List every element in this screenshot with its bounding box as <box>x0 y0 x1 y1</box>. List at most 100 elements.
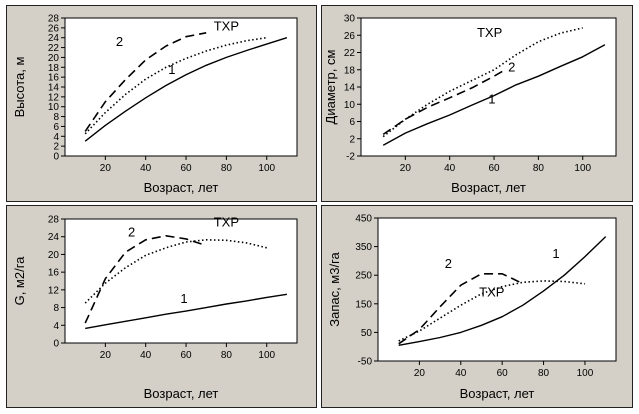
y-tick-label: 2 <box>349 134 355 145</box>
y-tick-label: 250 <box>355 271 372 282</box>
curve-annotation: 2 <box>445 256 452 271</box>
curve-annotation: 2 <box>116 34 123 49</box>
curve-annotation: 1 <box>180 291 187 306</box>
series-line-dashed <box>382 69 506 136</box>
chart-panel-basal-area: 0 4 8 12 16 20 24 28 20 40 60 80 100 Возраст, лет G, м… <box>6 205 317 408</box>
y-tick-label: 12 <box>48 285 60 296</box>
y-tick-label: 10 <box>48 102 60 113</box>
plot-area <box>360 17 617 157</box>
y-tick-label: 26 <box>48 23 60 34</box>
y-tick-label: 0 <box>53 152 59 163</box>
plot-area <box>64 17 298 157</box>
x-axis-label: Возраст, лет <box>144 386 219 401</box>
x-tick-label: 80 <box>533 163 545 174</box>
y-tick-label: 30 <box>344 14 356 25</box>
x-tick-label: 80 <box>221 163 233 174</box>
y-tick-label: 28 <box>48 215 60 226</box>
y-tick-label: 8 <box>53 112 59 123</box>
y-axis-label: Запас, м3/га <box>327 251 342 326</box>
series-line-solid <box>85 293 288 330</box>
y-tick-label: 26 <box>344 31 356 42</box>
x-axis-label: Возраст, лет <box>460 386 535 401</box>
chart-svg: -50 50 150 250 350 450 20 40 60 80 100 Возраст, лет… <box>327 214 617 401</box>
y-tick-label: 50 <box>361 328 373 339</box>
y-tick-label: 24 <box>48 232 60 243</box>
series-line-solid <box>398 236 607 346</box>
chart-panel-height: 0 2 4 6 8 10 12 14 16 18 20 22 24 26 28 20 40 60 80 100 Возр… <box>6 5 317 202</box>
curve-annotation: ТХР <box>214 215 239 230</box>
x-tick-label: 60 <box>488 163 500 174</box>
x-tick-label: 20 <box>100 163 112 174</box>
y-tick-label: 450 <box>355 214 372 225</box>
curve-annotation: 2 <box>128 225 135 240</box>
x-tick-label: 20 <box>400 163 412 174</box>
y-tick-label: 150 <box>355 299 372 310</box>
y-tick-label: 18 <box>48 63 60 74</box>
x-tick-label: 40 <box>140 163 152 174</box>
series-line-dotted <box>84 36 267 135</box>
y-tick-label: 16 <box>48 268 60 279</box>
x-tick-label: 100 <box>258 163 275 174</box>
x-tick-label: 40 <box>455 368 467 379</box>
y-tick-label: 10 <box>344 100 356 111</box>
x-tick-label: 100 <box>574 163 591 174</box>
curve-annotation: ТХР <box>477 25 502 40</box>
y-tick-label: 14 <box>344 83 356 94</box>
y-axis-label: G, м2/га <box>12 256 27 306</box>
x-axis-label: Возраст, лет <box>144 180 219 195</box>
y-tick-label: 18 <box>344 65 356 76</box>
series-line-dashed <box>398 273 524 345</box>
x-tick-label: 60 <box>497 368 509 379</box>
x-tick-label: 60 <box>180 350 192 361</box>
y-tick-label: 24 <box>48 33 60 44</box>
x-tick-label: 60 <box>180 163 192 174</box>
y-tick-label: 22 <box>48 43 60 54</box>
series-line-dashed <box>84 234 207 324</box>
curve-annotation: 1 <box>488 91 495 106</box>
y-tick-label: 6 <box>53 122 59 133</box>
curve-annotation: 2 <box>508 59 515 74</box>
x-tick-label: 80 <box>538 368 550 379</box>
y-tick-label: 14 <box>48 83 60 94</box>
series-line-dashed <box>84 32 207 132</box>
x-tick-label: 40 <box>140 350 152 361</box>
curve-annotation: 1 <box>168 62 175 77</box>
y-axis-label: Высота, м <box>12 57 27 118</box>
y-tick-label: 4 <box>53 321 59 332</box>
y-tick-label: 4 <box>53 132 59 143</box>
chart-panel-diameter: -2 2 6 10 14 18 22 26 30 20 40 60 80 100 Возраст, лет Д… <box>321 5 633 202</box>
curve-annotation: 1 <box>552 246 559 261</box>
series-line-solid <box>84 37 288 142</box>
x-tick-label: 100 <box>577 368 594 379</box>
x-axis-label: Возраст, лет <box>451 180 526 195</box>
series-line-dotted <box>382 27 583 138</box>
x-tick-label: 80 <box>221 350 233 361</box>
y-tick-label: 6 <box>349 117 355 128</box>
y-tick-label: -50 <box>358 357 373 368</box>
y-tick-label: 12 <box>48 92 60 103</box>
plot-area <box>377 217 617 362</box>
y-tick-label: 350 <box>355 242 372 253</box>
curve-annotation: ТХР <box>214 18 239 33</box>
y-tick-label: 20 <box>48 250 60 261</box>
y-tick-label: 0 <box>53 339 59 350</box>
y-axis-label: Диаметр, см <box>323 50 338 125</box>
x-tick-label: 40 <box>444 163 456 174</box>
y-tick-label: -2 <box>346 152 355 163</box>
x-tick-label: 20 <box>100 350 112 361</box>
y-tick-label: 8 <box>53 303 59 314</box>
y-tick-label: 20 <box>48 53 60 64</box>
series-line-solid <box>382 44 606 146</box>
y-tick-label: 16 <box>48 73 60 84</box>
y-tick-label: 2 <box>53 142 59 153</box>
x-tick-label: 100 <box>258 350 275 361</box>
series-line-dotted <box>84 238 267 304</box>
x-tick-label: 20 <box>414 368 426 379</box>
y-tick-label: 22 <box>344 48 356 59</box>
chart-panel-volume: -50 50 150 250 350 450 20 40 60 80 100 Возраст, лет… <box>321 205 633 408</box>
y-tick-label: 28 <box>48 14 60 25</box>
curve-annotation: ТХР <box>479 285 504 300</box>
